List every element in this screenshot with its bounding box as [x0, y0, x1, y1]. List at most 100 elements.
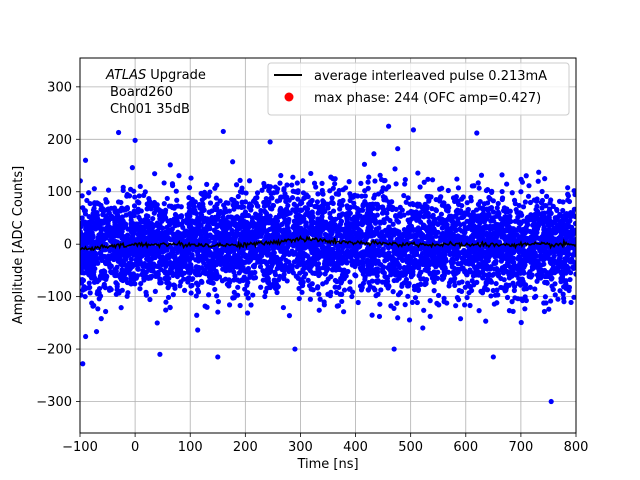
scatter-point [141, 275, 147, 281]
scatter-point [260, 277, 266, 283]
scatter-point [94, 279, 100, 285]
scatter-point [168, 217, 174, 224]
scatter-point [188, 175, 194, 181]
scatter-point [468, 194, 474, 200]
scatter-point [146, 198, 153, 204]
scatter-point [395, 146, 401, 152]
scatter-point [359, 217, 366, 223]
scatter-point [544, 234, 550, 240]
scatter-point [372, 178, 378, 184]
scatter-point [97, 231, 104, 237]
scatter-point [466, 251, 472, 257]
scatter-point [534, 229, 540, 236]
scatter-point [535, 178, 541, 184]
scatter-point [152, 288, 158, 294]
scatter-point [237, 177, 243, 183]
scatter-point [81, 285, 87, 291]
scatter-point [467, 221, 473, 227]
scatter-point [257, 247, 263, 253]
scatter-point [300, 178, 306, 184]
scatter-point [539, 188, 545, 195]
scatter-point [219, 220, 225, 227]
scatter-point [374, 273, 380, 279]
scatter-point [315, 191, 321, 197]
scatter-point [188, 218, 194, 224]
scatter-point [264, 275, 270, 281]
scatter-point [274, 254, 280, 260]
scatter-point [254, 195, 260, 201]
scatter-point [238, 231, 244, 237]
scatter-point [215, 309, 221, 315]
scatter-point [235, 193, 241, 200]
scatter-point [442, 266, 448, 272]
scatter-point [201, 253, 207, 259]
scatter-point [246, 178, 253, 184]
scatter-point [315, 284, 321, 290]
scatter-point [215, 299, 221, 305]
scatter-point [440, 200, 447, 206]
scatter-point [300, 269, 306, 275]
scatter-point [546, 249, 552, 256]
scatter-point [320, 281, 326, 287]
scatter-point [283, 234, 289, 240]
scatter-point [550, 219, 556, 225]
scatter-point [297, 242, 304, 248]
scatter-point [104, 199, 110, 205]
scatter-point [256, 258, 262, 264]
scatter-point [375, 246, 381, 253]
scatter-point [128, 281, 134, 287]
scatter-point [327, 210, 333, 217]
scatter-point [405, 293, 411, 299]
scatter-point [518, 278, 525, 284]
scatter-point [425, 176, 431, 182]
scatter-point [327, 188, 333, 194]
scatter-point [290, 243, 297, 249]
scatter-point [193, 210, 199, 216]
scatter-point [240, 266, 247, 273]
scatter-point [179, 272, 185, 278]
scatter-point [80, 228, 83, 235]
scatter-point [558, 218, 565, 224]
scatter-point [504, 235, 510, 241]
scatter-point [80, 221, 86, 227]
scatter-point [135, 199, 141, 205]
scatter-point [415, 286, 421, 292]
scatter-point [300, 214, 306, 220]
scatter-point [529, 272, 535, 278]
scatter-point [536, 271, 542, 277]
scatter-point [283, 198, 289, 205]
scatter-point [234, 231, 240, 237]
scatter-point [246, 204, 252, 210]
scatter-point [125, 290, 131, 296]
scatter-point [484, 187, 491, 193]
scatter-point [475, 180, 481, 186]
scatter-point [520, 204, 527, 210]
scatter-point [91, 302, 97, 309]
scatter-point [285, 211, 291, 217]
scatter-point [284, 217, 291, 223]
scatter-point [314, 199, 321, 205]
scatter-point [499, 195, 506, 201]
scatter-point [506, 308, 513, 314]
scatter-point [135, 256, 142, 262]
scatter-point [385, 184, 392, 190]
scatter-point [355, 252, 361, 258]
scatter-point [150, 215, 156, 222]
scatter-point [341, 287, 348, 293]
scatter-point [254, 190, 261, 196]
scatter-point [399, 281, 405, 287]
scatter-point [290, 174, 296, 180]
scatter-point [523, 224, 529, 231]
scatter-point [249, 215, 255, 221]
scatter-point [483, 318, 489, 324]
scatter-point [453, 303, 459, 309]
scatter-point [194, 312, 200, 318]
scatter-point [309, 229, 315, 235]
scatter-point [286, 313, 293, 319]
scatter-point [427, 231, 433, 237]
scatter-point [512, 295, 518, 301]
scatter-point [508, 227, 514, 233]
scatter-point [181, 287, 188, 293]
scatter-point [428, 246, 435, 252]
